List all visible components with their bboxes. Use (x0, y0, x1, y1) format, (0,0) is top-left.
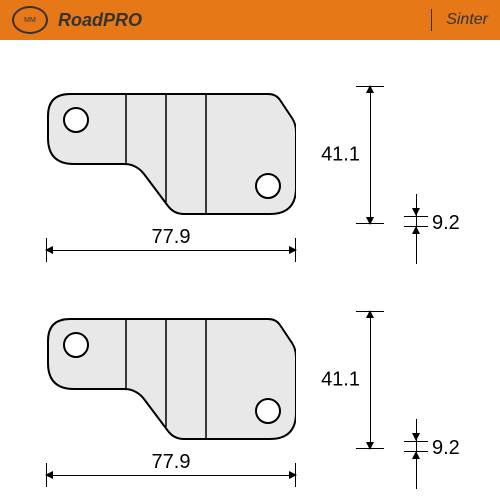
brake-pad-icon (46, 90, 296, 220)
pad-shape (46, 315, 296, 445)
brake-pad-icon (46, 315, 296, 445)
height-dimension: 41.1 (326, 86, 382, 224)
pad-shape (46, 90, 296, 220)
pad-spec-row: 77.9 41.1 9.2 (0, 275, 500, 485)
width-value: 77.9 (46, 226, 296, 249)
brand-logo: MM (12, 6, 48, 34)
height-dimension: 41.1 (326, 311, 382, 449)
container: MM RoadPRO Sinter 77.9 41.1 9.2 (0, 0, 500, 500)
width-dimension: 77.9 (46, 455, 296, 485)
height-value: 41.1 (321, 369, 360, 392)
product-line-title: RoadPRO (58, 10, 417, 31)
header-bar: MM RoadPRO Sinter (0, 0, 500, 40)
height-value: 41.1 (321, 144, 360, 167)
width-value: 77.9 (46, 451, 296, 474)
thickness-value: 9.2 (432, 437, 460, 460)
thickness-value: 9.2 (432, 212, 460, 235)
header-divider (431, 9, 432, 31)
diagram-area: 77.9 41.1 9.2 77.9 41.1 (0, 40, 500, 500)
thickness-dimension: 9.2 (404, 419, 460, 489)
product-variant: Sinter (446, 11, 488, 29)
width-dimension: 77.9 (46, 230, 296, 260)
pad-spec-row: 77.9 41.1 9.2 (0, 50, 500, 260)
thickness-dimension: 9.2 (404, 194, 460, 264)
